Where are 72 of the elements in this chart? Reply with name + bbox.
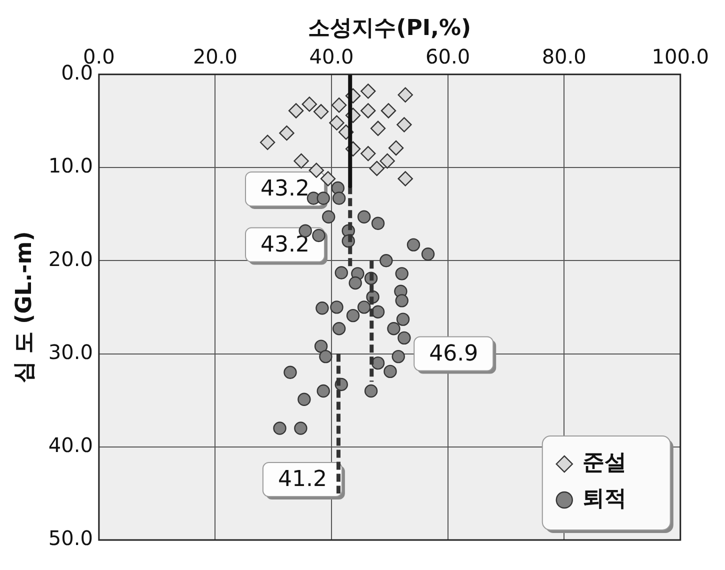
- annotation: 43.2: [260, 176, 310, 202]
- point: [322, 210, 336, 224]
- point: [360, 103, 376, 118]
- point: [370, 120, 386, 136]
- point: [398, 171, 413, 186]
- point: [316, 384, 330, 398]
- point: [396, 117, 412, 132]
- point: [329, 115, 344, 130]
- x-tick-label: 60.0: [426, 44, 470, 69]
- point: [331, 98, 347, 113]
- point: [348, 276, 362, 290]
- point: [380, 103, 396, 118]
- point: [395, 267, 408, 280]
- point: [421, 248, 435, 261]
- point: [313, 104, 329, 120]
- point: [357, 210, 371, 224]
- point: [302, 96, 318, 112]
- point: [371, 216, 385, 230]
- y-tick-label: 50.0: [48, 526, 93, 550]
- point: [330, 300, 344, 314]
- x-tick-label: 100.0: [652, 44, 710, 69]
- point: [334, 266, 348, 280]
- y-tick-label: 10.0: [48, 154, 93, 178]
- y-axis-title: 심 도 (GL.-m): [12, 231, 37, 384]
- point: [312, 228, 326, 242]
- point: [298, 392, 311, 406]
- point: [320, 171, 336, 186]
- point: [332, 322, 346, 336]
- point: [346, 308, 360, 322]
- point: [369, 160, 384, 176]
- point: [319, 350, 332, 364]
- point: [279, 125, 294, 141]
- annotation: 41.2: [278, 467, 327, 492]
- point: [316, 302, 329, 315]
- x-axis-title: 소성지수(PI,%): [308, 16, 472, 41]
- point: [273, 422, 286, 435]
- y-tick-label: 30.0: [48, 340, 93, 364]
- point: [392, 350, 405, 364]
- point: [388, 140, 404, 156]
- point: [406, 238, 420, 252]
- point: [294, 422, 308, 435]
- point: [260, 134, 276, 150]
- point: [387, 322, 400, 336]
- legend-label: 준설: [582, 450, 626, 476]
- x-tick-label: 80.0: [542, 44, 586, 69]
- point: [360, 84, 376, 99]
- point: [316, 192, 330, 205]
- point: [371, 305, 385, 318]
- point: [357, 300, 371, 314]
- point: [294, 153, 309, 169]
- point: [398, 87, 413, 102]
- point: [288, 103, 304, 118]
- point: [332, 192, 346, 205]
- point: [384, 364, 397, 378]
- point: [395, 294, 408, 308]
- annotation: 46.9: [429, 341, 478, 366]
- point: [360, 146, 376, 162]
- legend-label: 퇴적: [582, 486, 626, 512]
- y-tick-label: 20.0: [48, 246, 93, 271]
- point: [308, 162, 324, 178]
- x-tick-label: 20.0: [192, 44, 238, 69]
- point: [314, 340, 328, 353]
- point: [396, 312, 410, 326]
- x-tick-label: 40.0: [309, 44, 354, 69]
- point: [380, 153, 395, 169]
- point: [284, 366, 297, 379]
- point: [371, 356, 385, 370]
- annotation: 43.2: [260, 232, 310, 258]
- y-tick-label: 40.0: [48, 433, 93, 458]
- point: [364, 384, 378, 398]
- point: [398, 331, 411, 345]
- point: [380, 254, 393, 268]
